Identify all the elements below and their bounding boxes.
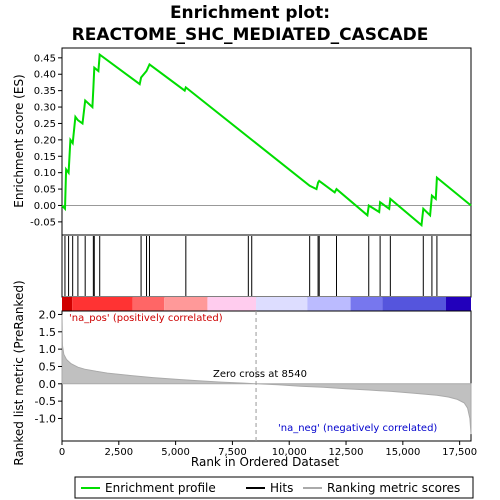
legend: Enrichment profile Hits Ranking metric s… — [74, 476, 474, 499]
es-panel-frame — [61, 47, 472, 236]
color-bar-segment — [307, 297, 351, 311]
pos-label: 'na_pos' (positively correlated) — [69, 313, 223, 324]
color-bar-segment — [382, 297, 447, 311]
es-y-tick-label: 0.05 — [34, 185, 56, 196]
es-y-axis-label: Enrichment score (ES) — [12, 74, 26, 207]
es-profile-line — [61, 52, 472, 228]
es-y-tick-label: 0.15 — [34, 152, 56, 163]
metric-y-tick-label: -1.0 — [35, 412, 56, 425]
color-bar-segment — [207, 297, 257, 311]
hit-lines — [64, 236, 438, 296]
legend-ranking-label: Ranking metric scores — [327, 481, 460, 495]
x-tick-label: 12,500 — [329, 447, 364, 458]
x-tick-label: 5,000 — [161, 447, 190, 458]
x-tick-label: 7,500 — [218, 447, 247, 458]
x-axis-label: Rank in Ordered Dataset — [191, 455, 339, 469]
hits-panel-frame — [61, 234, 472, 298]
es-y-tick-label: 0.10 — [34, 168, 56, 179]
es-y-tick-label: 0.35 — [34, 86, 56, 97]
legend-enrichment-label: Enrichment profile — [105, 481, 216, 495]
color-bar-segment — [446, 297, 471, 311]
es-y-tick-label: 0.25 — [34, 119, 56, 130]
legend-frame — [74, 476, 474, 499]
neg-label: 'na_neg' (negatively correlated) — [278, 423, 437, 434]
es-panel: -0.05 0.00 0.05 0.10 0.15 0.20 0.25 0.30 0.35 0.4… — [12, 47, 472, 236]
es-y-tick-label: 0.40 — [34, 70, 56, 81]
chart-title-line1: Enrichment plot: — [170, 3, 330, 23]
metric-y-tick-label: 0.5 — [39, 360, 57, 373]
hits-panel — [61, 234, 472, 311]
legend-hits-label: Hits — [270, 481, 293, 495]
metric-y-ticks: -1.0 -0.5 0.0 0.5 1.0 1.5 2.0 — [35, 308, 62, 425]
color-bar-segment — [256, 297, 308, 311]
metric-y-tick-label: 0.0 — [39, 378, 57, 391]
chart-title-line2: REACTOME_SHC_MEDIATED_CASCADE — [72, 25, 429, 45]
metric-y-axis-label: Ranked list metric (PreRanked) — [12, 280, 26, 465]
metric-panel: -1.0 -0.5 0.0 0.5 1.0 1.5 2.0 0 2,500 5,000 7,500… — [12, 280, 477, 469]
es-y-ticks: -0.05 0.00 0.05 0.10 0.15 0.20 0.25 0.30 0.35 0.4… — [30, 53, 62, 228]
es-y-tick-label: 0.00 — [34, 201, 56, 212]
color-bar-segment — [72, 297, 133, 311]
color-bar-segment — [350, 297, 383, 311]
metric-y-tick-label: 1.5 — [39, 326, 57, 339]
metric-x-ticks: 0 2,500 5,000 7,500 10,000 12,500 15,000 17,500 — [59, 441, 477, 458]
x-tick-label: 15,000 — [385, 447, 420, 458]
color-bar-segment — [164, 297, 208, 311]
x-tick-label: 2,500 — [104, 447, 133, 458]
x-tick-label: 17,500 — [442, 447, 477, 458]
metric-y-tick-label: 1.0 — [39, 343, 57, 356]
es-y-tick-label: 0.20 — [34, 135, 56, 146]
es-y-tick-label: 0.45 — [34, 53, 56, 64]
rank-color-bar — [62, 297, 471, 311]
color-bar-segment — [62, 297, 73, 311]
metric-y-tick-label: -0.5 — [35, 395, 56, 408]
x-tick-label: 0 — [59, 447, 65, 458]
x-tick-label: 10,000 — [272, 447, 307, 458]
es-y-tick-label: 0.30 — [34, 103, 56, 114]
zero-cross-label: Zero cross at 8540 — [213, 369, 307, 380]
metric-y-tick-label: 2.0 — [39, 308, 57, 321]
es-y-tick-label: -0.05 — [30, 217, 56, 228]
color-bar-segment — [132, 297, 165, 311]
